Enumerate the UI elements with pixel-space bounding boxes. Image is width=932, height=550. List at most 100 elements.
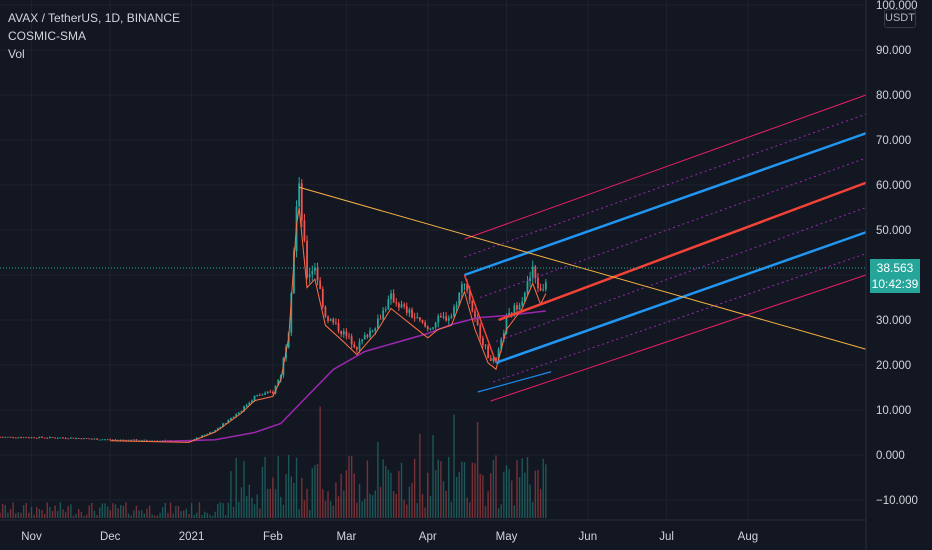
candle-body bbox=[384, 309, 387, 311]
volume-bar bbox=[392, 491, 395, 518]
pitchfork-outer-bottom bbox=[490, 274, 867, 402]
volume-bar bbox=[248, 484, 251, 518]
volume-bar bbox=[67, 506, 69, 518]
candle-body bbox=[101, 439, 104, 441]
volume-bar bbox=[306, 488, 308, 518]
volume-bar bbox=[303, 500, 306, 518]
volume-bar bbox=[17, 512, 20, 518]
volume-bar bbox=[156, 515, 159, 518]
volume-bar bbox=[505, 465, 508, 518]
candle-body bbox=[261, 394, 264, 396]
indicator-label[interactable]: COSMIC-SMA bbox=[8, 29, 86, 43]
price-tick-label: 20.000 bbox=[876, 360, 911, 372]
volume-bar bbox=[471, 462, 474, 518]
volume-bar bbox=[343, 490, 345, 518]
candle-body bbox=[355, 347, 358, 350]
volume-bar bbox=[340, 473, 342, 518]
volume-bar bbox=[253, 504, 256, 518]
volume-bar bbox=[175, 506, 177, 518]
candle-body bbox=[98, 439, 101, 441]
volume-bar bbox=[416, 503, 418, 518]
volume-bar bbox=[337, 496, 340, 518]
volume-bar bbox=[358, 484, 361, 518]
candle-body bbox=[395, 302, 398, 304]
volume-bar bbox=[130, 515, 132, 518]
candle-body bbox=[159, 440, 161, 442]
candle-body bbox=[69, 437, 72, 439]
volume-bar bbox=[261, 466, 264, 518]
volume-bar bbox=[227, 502, 230, 518]
volume-bar bbox=[463, 462, 466, 518]
volume-bar bbox=[219, 502, 222, 518]
grid bbox=[0, 0, 866, 520]
candle-body bbox=[353, 344, 356, 348]
time-tick-label: Mar bbox=[336, 531, 356, 543]
volume-bar bbox=[487, 491, 489, 518]
volume-bar bbox=[36, 506, 38, 518]
candle-body bbox=[487, 345, 490, 359]
volume-bar bbox=[167, 513, 169, 518]
volume-bar bbox=[41, 509, 43, 518]
volume-bar bbox=[256, 494, 258, 518]
time-tick-label: Dec bbox=[100, 531, 121, 543]
volume-bar bbox=[280, 496, 282, 518]
volume-label[interactable]: Vol bbox=[8, 47, 25, 61]
candle-body bbox=[122, 439, 125, 441]
volume-bar bbox=[364, 498, 366, 518]
candle-body bbox=[290, 293, 293, 333]
volume-bar bbox=[445, 490, 447, 518]
volume-bar bbox=[319, 406, 321, 518]
candle-body bbox=[27, 437, 30, 439]
volume-bar bbox=[196, 512, 198, 518]
last-price-value: 38.563 bbox=[876, 261, 914, 275]
candle-body bbox=[156, 440, 159, 442]
volume-bar bbox=[198, 502, 201, 518]
volume-bar bbox=[479, 473, 481, 518]
candle-body bbox=[329, 319, 332, 321]
volume-bar bbox=[353, 473, 355, 518]
volume-bar bbox=[403, 499, 405, 518]
time-tick-label: May bbox=[496, 531, 518, 543]
candle-body bbox=[453, 306, 455, 317]
candle-body bbox=[411, 309, 413, 318]
candle-body bbox=[314, 267, 316, 272]
volume-bar bbox=[62, 509, 64, 518]
candle-body bbox=[366, 335, 369, 337]
volume-bar bbox=[117, 508, 119, 518]
candle-body bbox=[316, 267, 319, 281]
candle-body bbox=[272, 391, 274, 394]
candle-body bbox=[421, 319, 424, 323]
volume-bar bbox=[78, 509, 80, 518]
candle-body bbox=[135, 439, 138, 441]
pitchfork-outer-inner-top bbox=[464, 113, 867, 258]
volume-bar bbox=[15, 513, 17, 518]
volume-bar bbox=[33, 514, 35, 518]
volume-bar bbox=[88, 505, 90, 518]
volume-bar bbox=[461, 461, 463, 518]
price-tick-label: −10.000 bbox=[876, 495, 918, 507]
currency-unit-button[interactable]: USDT bbox=[884, 9, 916, 28]
candle-body bbox=[41, 436, 43, 438]
volume-bar bbox=[345, 470, 348, 518]
volume-bar bbox=[545, 464, 547, 518]
volume-bar bbox=[329, 501, 332, 518]
volume-bar bbox=[70, 504, 72, 518]
candle-body bbox=[319, 280, 322, 289]
candle-body bbox=[12, 436, 15, 438]
candle-body bbox=[387, 299, 390, 310]
candle-body bbox=[481, 337, 484, 345]
volume-bar bbox=[135, 505, 138, 518]
volume-bar bbox=[235, 458, 237, 518]
symbol-title[interactable]: AVAX / TetherUS, 1D, BINANCE bbox=[8, 11, 181, 25]
volume-bar bbox=[133, 510, 135, 518]
candle-body bbox=[117, 439, 119, 441]
candle-body bbox=[232, 416, 235, 418]
candle-body bbox=[476, 317, 479, 325]
volume-bar bbox=[51, 510, 54, 518]
volume-bar bbox=[516, 460, 518, 518]
volume-bar bbox=[127, 513, 130, 518]
volume-bar bbox=[177, 506, 180, 518]
candle-body bbox=[56, 438, 59, 439]
candle-body bbox=[185, 440, 188, 442]
